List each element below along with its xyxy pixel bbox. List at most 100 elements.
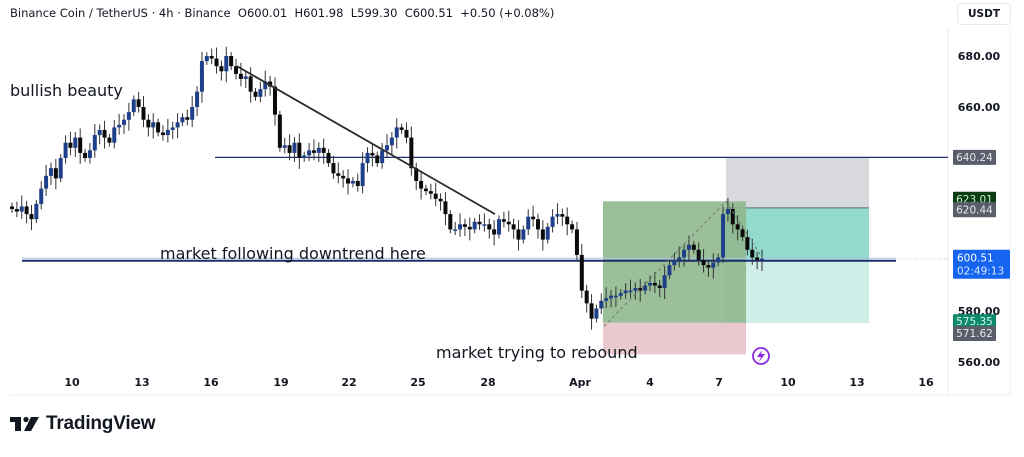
candle-body	[652, 282, 657, 286]
candle-body	[146, 119, 151, 128]
projection-diagonal	[725, 201, 763, 258]
price-tags: 640.24623.01620.44600.5102:49:13575.3557…	[953, 149, 1010, 341]
candle-body	[326, 152, 331, 164]
candle-body	[112, 127, 117, 143]
candle-body	[272, 86, 277, 115]
candle-body	[579, 254, 584, 291]
annotation-downtrend[interactable]: market following downtrend here	[160, 244, 426, 263]
annotation-bullish[interactable]: bullish beauty	[10, 81, 123, 100]
candle-body	[287, 145, 292, 153]
candle-body	[492, 229, 497, 235]
candle-body	[628, 290, 633, 293]
time-axis[interactable]: 10 13 16 19 22 25 28 Apr 4 7 10 13 16	[64, 376, 934, 389]
candle-body	[195, 91, 200, 107]
currency-button[interactable]: USDT	[957, 3, 1011, 25]
lightning-event-icon[interactable]	[752, 347, 770, 365]
candle-body	[151, 122, 156, 128]
tradingview-logo-icon	[10, 416, 39, 431]
candle-body	[511, 224, 516, 230]
candlestick-series	[10, 46, 764, 330]
ohlc-high: H601.98	[294, 6, 344, 20]
time-tick-label: Apr	[569, 376, 591, 389]
candle-body	[277, 114, 282, 148]
candle-body	[760, 258, 764, 261]
candle-body	[253, 91, 258, 97]
candle-body	[199, 61, 204, 92]
lightning-bolt-icon	[757, 350, 765, 362]
candle-body	[131, 99, 136, 113]
candle-body	[389, 137, 394, 146]
candle-body	[643, 285, 648, 291]
candle-body	[355, 180, 360, 187]
candle-body	[385, 145, 389, 151]
time-tick-label: 13	[849, 376, 864, 389]
candle-body	[677, 257, 682, 260]
brand-name: TradingView	[46, 413, 156, 434]
candle-body	[526, 216, 531, 230]
time-tick-label: 19	[273, 376, 288, 389]
candle-body	[48, 168, 53, 176]
candle-body	[234, 66, 239, 74]
candle-body	[428, 191, 433, 194]
candle-body	[331, 163, 336, 174]
candle-body	[399, 127, 404, 130]
candle-body	[574, 229, 579, 255]
candle-body	[14, 209, 19, 212]
candle-body	[175, 122, 180, 128]
candle-body	[248, 76, 253, 92]
downtrend-line[interactable]	[236, 65, 496, 215]
time-tick-label: 16	[918, 376, 934, 389]
candle-body	[404, 129, 409, 138]
candle-body	[623, 290, 628, 294]
time-tick-label: 28	[480, 376, 495, 389]
candle-body	[755, 257, 760, 260]
candle-body	[224, 56, 229, 72]
drawing-overlays[interactable]: bullish beauty market following downtrend…	[10, 65, 770, 365]
candle-body	[711, 262, 716, 268]
candle-body	[117, 124, 122, 128]
candle-body	[584, 290, 589, 304]
candle-body	[302, 155, 307, 158]
tag-resistance-text: 640.24	[956, 152, 993, 164]
candle-body	[589, 303, 594, 319]
candle-body	[638, 288, 643, 291]
candle-body	[550, 216, 555, 227]
candle-body	[472, 221, 477, 230]
candle-body	[443, 201, 448, 215]
candle-body	[87, 150, 92, 158]
candle-body	[657, 285, 662, 289]
candle-body	[453, 229, 458, 231]
candle-body	[501, 219, 506, 222]
candle-body	[414, 168, 419, 181]
candle-body	[521, 229, 526, 240]
time-tick-label: 22	[341, 376, 356, 389]
candle-body	[462, 224, 467, 227]
candle-body	[102, 129, 107, 138]
candle-body	[243, 76, 248, 79]
candle-body	[29, 214, 34, 220]
candle-body	[185, 117, 190, 120]
candle-body	[701, 260, 706, 266]
price-tick-label: 680.00	[958, 50, 1001, 63]
candle-body	[209, 56, 214, 59]
candle-body	[618, 293, 623, 296]
horizontal-lines[interactable]	[22, 156, 948, 262]
candle-body	[214, 58, 219, 67]
symbol-title: Binance Coin / TetherUS · 4h · Binance	[10, 6, 231, 20]
candle-body	[24, 206, 29, 215]
candle-body	[19, 206, 24, 212]
long-position-stop-zone[interactable]	[603, 322, 746, 355]
candle-body	[282, 145, 287, 148]
candle-body	[136, 99, 141, 107]
candle-body	[686, 244, 691, 250]
candle-body	[44, 175, 49, 189]
candle-body	[555, 214, 560, 217]
candle-body	[613, 295, 618, 298]
candle-body	[423, 188, 428, 192]
time-tick-label: 16	[203, 376, 219, 389]
candle-body	[316, 147, 321, 153]
ohlc-open: O600.01	[237, 6, 288, 20]
annotation-rebound[interactable]: market trying to rebound	[436, 343, 638, 362]
